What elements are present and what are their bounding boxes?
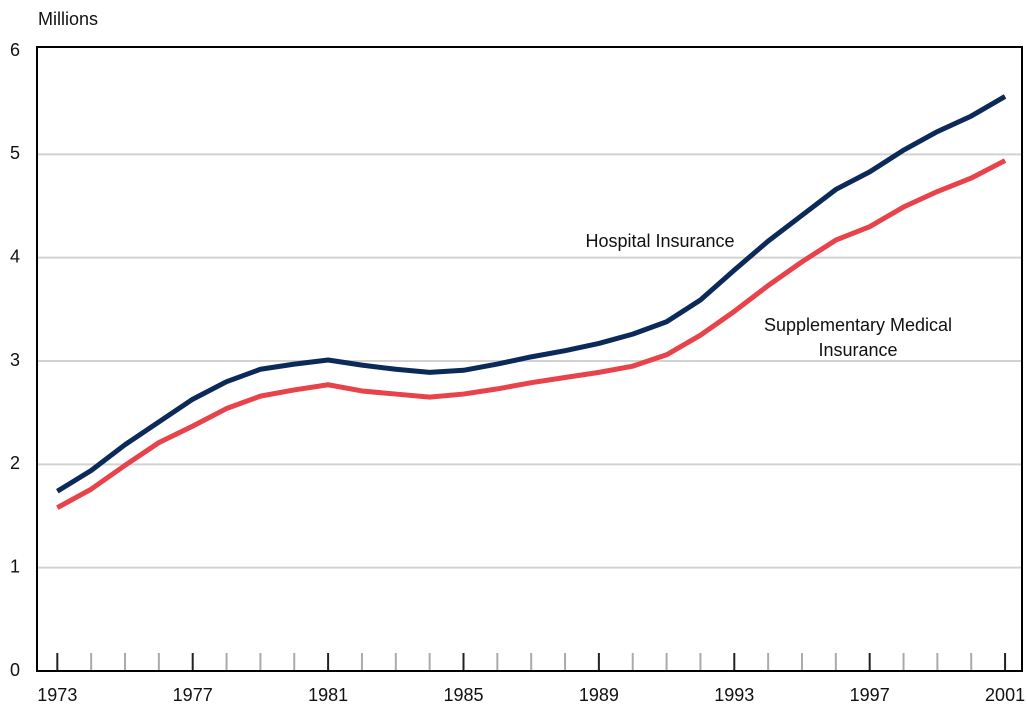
x-tick-label: 1993 [714, 685, 754, 705]
y-tick-label: 4 [10, 246, 20, 266]
x-tick-label: 1981 [308, 685, 348, 705]
x-tick-label: 1997 [850, 685, 890, 705]
y-axis-label: Millions [38, 9, 98, 29]
plot-frame [36, 46, 1023, 672]
series-line [56, 94, 1007, 494]
y-tick-label: 6 [10, 40, 20, 60]
x-tick-label: 1989 [579, 685, 619, 705]
series-label: Hospital Insurance [585, 231, 735, 251]
x-tick-label: 1985 [443, 685, 483, 705]
x-tick-label: 1977 [173, 685, 213, 705]
x-tick-label: 2001 [985, 685, 1025, 705]
x-tick-label: 1973 [37, 685, 77, 705]
y-tick-label: 2 [10, 453, 20, 473]
series-line [56, 158, 1007, 510]
series-label: Supplementary Medical Insurance [763, 315, 953, 360]
y-tick-label: 1 [10, 556, 20, 576]
y-tick-label: 5 [10, 143, 20, 163]
y-tick-label: 0 [10, 660, 20, 680]
y-tick-label: 3 [10, 350, 20, 370]
